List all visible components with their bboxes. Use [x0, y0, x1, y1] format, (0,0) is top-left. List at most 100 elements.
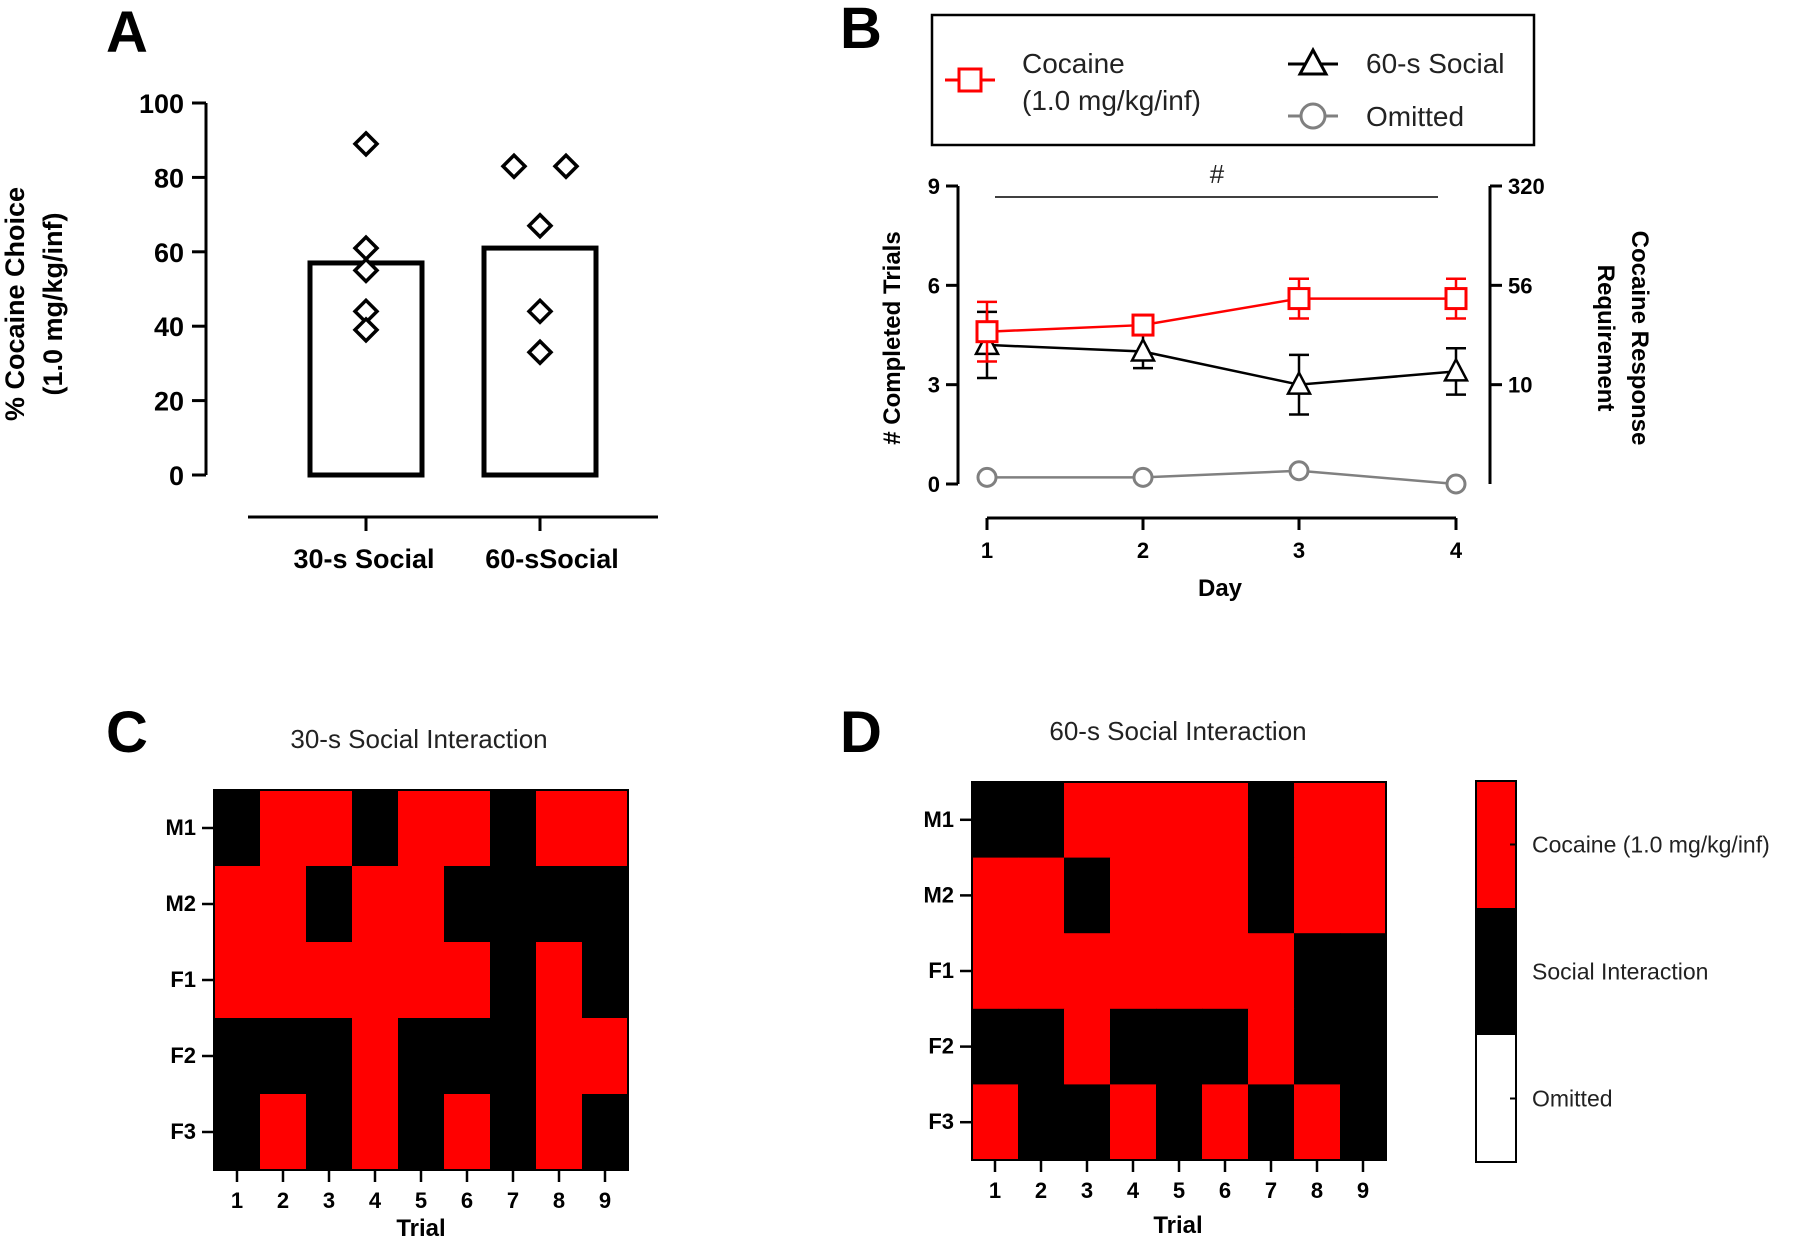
b-xtick-label: 3	[1293, 538, 1305, 563]
d-xtick-label: 6	[1219, 1178, 1231, 1203]
d-cell	[1294, 782, 1341, 859]
c-ytick-label: M2	[165, 891, 196, 916]
c-cell	[306, 942, 353, 1019]
d-cell	[1202, 1008, 1249, 1085]
d-colorbar-segment	[1476, 908, 1516, 1035]
c-cell	[536, 790, 583, 867]
circle-marker-icon	[1299, 102, 1327, 130]
a-bars	[307, 245, 599, 478]
d-cell	[1248, 933, 1295, 1010]
c-cell	[260, 790, 307, 867]
d-cell	[972, 857, 1019, 934]
c-cell	[582, 942, 629, 1019]
d-cell	[1340, 782, 1387, 859]
a-xtick-label: 30-s Social	[293, 544, 434, 574]
d-cell	[1064, 933, 1111, 1010]
a-ytick-label: 60	[154, 238, 184, 268]
d-cell	[1202, 857, 1249, 934]
d-cell	[1340, 1084, 1387, 1161]
c-cell	[214, 942, 261, 1019]
d-cell	[1110, 1084, 1157, 1161]
d-cell	[1064, 1008, 1111, 1085]
c-cell	[260, 942, 307, 1019]
b-y2label-line2: Requirement	[1592, 265, 1619, 412]
c-cell	[398, 866, 445, 943]
a-ylabel-line2: (1.0 mg/kg/inf)	[38, 212, 68, 395]
c-cell	[352, 1018, 399, 1095]
b-significance-mark: #	[1210, 159, 1225, 189]
c-cell	[444, 866, 491, 943]
a-point	[526, 338, 554, 366]
c-cell	[214, 1018, 261, 1095]
a-point	[526, 297, 554, 325]
d-xtick-label: 2	[1035, 1178, 1047, 1203]
c-cells	[214, 790, 629, 1171]
b-point-square	[1444, 287, 1468, 311]
d-ytick-label: F1	[928, 958, 954, 983]
c-cell	[490, 942, 537, 1019]
c-xtick-label: 5	[415, 1188, 427, 1213]
b-point-square	[1131, 313, 1155, 337]
b-point-circle	[1288, 460, 1310, 482]
d-cell	[1156, 857, 1203, 934]
d-cell	[1018, 1008, 1065, 1085]
panel-b-line-chart: Cocaine (1.0 mg/kg/inf) 60-s Social Omit…	[879, 13, 1653, 602]
d-cell	[1156, 933, 1203, 1010]
c-cell	[490, 790, 537, 867]
d-cell	[1294, 857, 1341, 934]
d-cell	[1248, 1084, 1295, 1161]
d-colorbar: Cocaine (1.0 mg/kg/inf) Social Interactio…	[1475, 780, 1770, 1163]
b-xtick-label: 2	[1137, 538, 1149, 563]
d-xtick-label: 1	[989, 1178, 1001, 1203]
panel-a-bar-chart: % Cocaine Choice (1.0 mg/kg/inf) 0 20 40 60…	[0, 89, 658, 574]
b-legend-omitted-label: Omitted	[1366, 101, 1464, 132]
c-cell	[352, 866, 399, 943]
c-xtick-label: 7	[507, 1188, 519, 1213]
panel-d-heatmap: 60-s Social Interaction M1 M2 F1 F2 F3 1 2 3 4 5 6…	[923, 716, 1769, 1239]
c-cell	[582, 1018, 629, 1095]
d-cell	[1248, 1008, 1295, 1085]
d-cell	[1202, 1084, 1249, 1161]
d-cell	[1064, 857, 1111, 934]
c-cell	[444, 942, 491, 1019]
b-legend-cocaine: Cocaine (1.0 mg/kg/inf)	[945, 48, 1201, 116]
b-y2tick-label: 10	[1508, 373, 1532, 398]
d-xtick-label: 9	[1357, 1178, 1369, 1203]
c-xtick-label: 8	[553, 1188, 565, 1213]
square-marker-icon	[957, 67, 983, 93]
b-point-triangle	[1442, 356, 1470, 382]
a-ytick-label: 40	[154, 312, 184, 342]
c-cell	[536, 1094, 583, 1171]
a-point	[500, 152, 528, 180]
c-cell	[214, 1094, 261, 1171]
a-point	[352, 234, 380, 262]
c-ytick-label: F3	[170, 1119, 196, 1144]
b-legend-box	[930, 13, 1536, 147]
b-xtick-label: 4	[1450, 538, 1463, 563]
c-cell	[352, 942, 399, 1019]
panel-c-heatmap: 30-s Social Interaction M1 M2 F1 F2 F3 1 2 3 4 5 6…	[165, 724, 629, 1242]
d-axes: M1 M2 F1 F2 F3 1 2 3 4 5 6 7 8 9	[923, 781, 1387, 1203]
b-legend-social-label: 60-s Social	[1366, 48, 1505, 79]
a-point	[352, 130, 380, 158]
d-cell	[1294, 933, 1341, 1010]
b-legend-cocaine-label-2: (1.0 mg/kg/inf)	[1022, 85, 1201, 116]
a-ytick-label: 80	[154, 163, 184, 193]
panel-letter-d: D	[840, 700, 882, 765]
d-ytick-label: M2	[923, 882, 954, 907]
c-cell	[536, 1018, 583, 1095]
b-axes: 0 3 6 9 10 56 320 1 2 3 4	[928, 174, 1545, 563]
c-axes: M1 M2 F1 F2 F3 1 2 3 4 5 6 7 8 9	[165, 789, 629, 1213]
d-cell	[972, 933, 1019, 1010]
a-ytick-label: 20	[154, 387, 184, 417]
b-xlabel: Day	[1198, 575, 1243, 602]
c-cell	[214, 866, 261, 943]
a-xtick-label: 60-sSocial	[485, 544, 619, 574]
c-cell	[352, 1094, 399, 1171]
d-cell	[1340, 933, 1387, 1010]
b-legend-cocaine-label: Cocaine	[1022, 48, 1125, 79]
d-cell	[1110, 1008, 1157, 1085]
c-cell	[536, 942, 583, 1019]
b-series-line	[986, 343, 1457, 386]
